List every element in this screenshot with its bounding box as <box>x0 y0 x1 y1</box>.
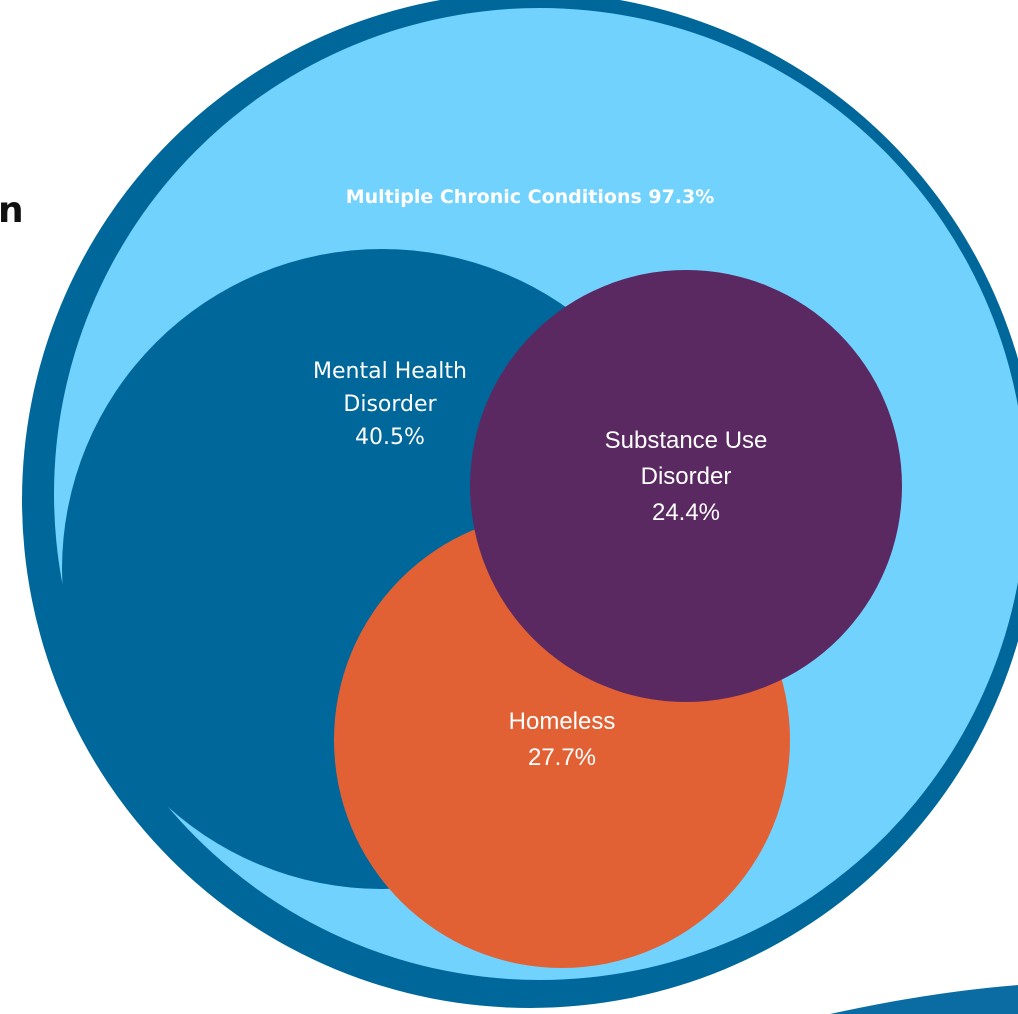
label-line: 40.5% <box>355 425 425 450</box>
mental-health-disorder-label: Mental Health Disorder 40.5% <box>240 355 540 454</box>
label-line: Substance Use <box>604 427 768 454</box>
label-line: Multiple Chronic Conditions 97.3% <box>345 186 715 208</box>
label-line: Disorder <box>343 392 437 417</box>
label-line: Mental Health <box>313 359 467 384</box>
cropped-heading-fragment: n <box>0 190 24 231</box>
label-line: Disorder <box>640 463 732 490</box>
label-line: 27.7% <box>527 744 597 771</box>
homeless-label: Homeless 27.7% <box>412 704 712 776</box>
substance-use-disorder-circle <box>470 270 902 702</box>
multiple-chronic-conditions-label: Multiple Chronic Conditions 97.3% <box>0 186 1018 208</box>
label-line: 24.4% <box>651 499 721 526</box>
substance-use-disorder-label: Substance Use Disorder 24.4% <box>536 423 836 531</box>
label-line: Homeless <box>508 708 616 735</box>
decorative-swoosh <box>830 985 1018 1014</box>
